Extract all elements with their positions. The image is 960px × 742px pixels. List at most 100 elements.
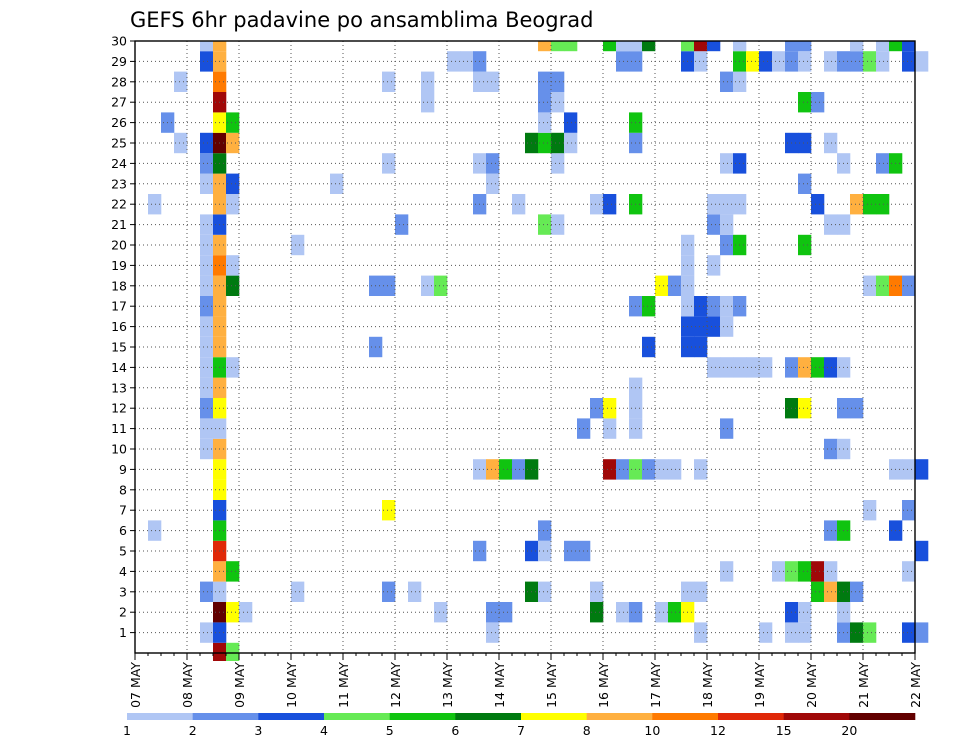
y-tick-label: 7 (119, 503, 127, 518)
heatmap-cell (759, 357, 773, 378)
y-tick-label: 16 (111, 319, 127, 334)
x-tick-label: 07 MAY (128, 662, 143, 708)
x-tick-label: 17 MAY (648, 662, 663, 708)
heatmap-cell (902, 41, 916, 52)
heatmap-cell (655, 602, 669, 623)
heatmap-cell (876, 153, 890, 174)
heatmap-cell (538, 132, 552, 154)
heatmap-cell (798, 357, 812, 378)
y-tick-label: 28 (111, 74, 127, 89)
heatmap-cell (720, 153, 734, 174)
heatmap-cell (850, 581, 864, 602)
heatmap-cell (720, 418, 734, 439)
y-tick-label: 12 (111, 401, 127, 416)
x-tick-label: 20 MAY (804, 662, 819, 708)
heatmap-cell (538, 520, 552, 541)
y-tick-label: 25 (111, 136, 127, 151)
heatmap-cell (759, 622, 773, 643)
heatmap-cell (213, 41, 227, 52)
heatmap-cell (798, 398, 812, 419)
heatmap-cell (889, 41, 903, 52)
heatmap-cell (382, 71, 396, 92)
heatmap-cell (811, 581, 825, 602)
x-tick-label: 19 MAY (752, 662, 767, 708)
y-tick-label: 18 (111, 278, 127, 293)
heatmap-cell (694, 41, 708, 52)
x-tick-label: 14 MAY (492, 662, 507, 708)
heatmap-cell (551, 214, 565, 235)
heatmap-cell (395, 214, 409, 235)
heatmap-cell (824, 561, 838, 582)
heatmap-cell (668, 602, 682, 623)
x-tick-label: 16 MAY (596, 662, 611, 708)
y-tick-label: 22 (111, 197, 127, 212)
y-tick-label: 8 (119, 482, 127, 497)
heatmap-cell (564, 112, 578, 133)
heatmap-cell (564, 540, 578, 562)
y-tick-label: 30 (111, 34, 127, 49)
heatmap-cell (720, 357, 734, 378)
y-tick-label: 23 (111, 176, 127, 191)
heatmap-cell (850, 41, 864, 52)
colorbar-swatch (586, 713, 653, 720)
heatmap-cell (811, 194, 825, 215)
heatmap-cell (850, 622, 864, 643)
colorbar-label: 10 (644, 723, 660, 738)
heatmap-cell (551, 132, 565, 154)
heatmap-cell (551, 71, 565, 92)
y-tick-label: 11 (111, 421, 127, 436)
heatmap-cell (642, 336, 656, 358)
heatmap-cell (720, 316, 734, 337)
y-tick-label: 19 (111, 258, 127, 273)
heatmap-cell (486, 459, 500, 480)
heatmap-cell (798, 173, 812, 194)
heatmap-cell (733, 41, 747, 52)
heatmap-cell (720, 71, 734, 92)
heatmap-cell (915, 51, 929, 72)
y-tick-label: 2 (119, 605, 127, 620)
heatmap-cell (564, 41, 578, 52)
heatmap-cell (148, 520, 162, 541)
heatmap-cell (590, 602, 604, 623)
heatmap-cell (551, 153, 565, 174)
x-tick-label: 22 MAY (908, 662, 923, 708)
heatmap-cell (538, 540, 552, 562)
heatmap-cell (512, 459, 526, 480)
y-tick-label: 1 (119, 625, 127, 640)
heatmap-cell (655, 459, 669, 480)
heatmap-cell (629, 41, 643, 52)
heatmap-cell (876, 51, 890, 72)
x-tick-label: 11 MAY (336, 662, 351, 708)
heatmap-cell (811, 561, 825, 582)
y-tick-label: 21 (111, 217, 127, 232)
heatmap-cell (798, 234, 812, 256)
heatmap-cell (226, 112, 240, 133)
heatmap-cell (200, 214, 214, 235)
heatmap-cell (824, 520, 838, 541)
heatmap-cell (915, 622, 929, 643)
heatmap-cell (720, 234, 734, 256)
heatmap-cell (616, 41, 630, 52)
y-tick-label: 9 (119, 462, 127, 477)
heatmap-cell (603, 418, 617, 439)
heatmap-cell (720, 296, 734, 317)
heatmap-cell (226, 602, 240, 623)
heatmap-cell (707, 214, 721, 235)
heatmap-cell (538, 92, 552, 113)
heatmap-cell (538, 41, 552, 52)
x-tick-label: 18 MAY (700, 662, 715, 708)
y-axis: 1234567891011121314151617181920212223242… (111, 34, 135, 640)
y-tick-label: 6 (119, 523, 127, 538)
y-tick-label: 5 (119, 544, 127, 559)
x-tick-label: 12 MAY (388, 662, 403, 708)
heatmap-cell (798, 51, 812, 72)
heatmap-cell (382, 153, 396, 174)
heatmap-cell (226, 357, 240, 378)
heatmap-cell (863, 194, 877, 215)
heatmap-cell (694, 459, 708, 480)
colorbar-label: 7 (517, 723, 525, 738)
heatmap-cell (863, 500, 877, 521)
heatmap-cell (200, 234, 214, 256)
heatmap-cell (603, 41, 617, 52)
heatmap-cell (486, 602, 500, 623)
